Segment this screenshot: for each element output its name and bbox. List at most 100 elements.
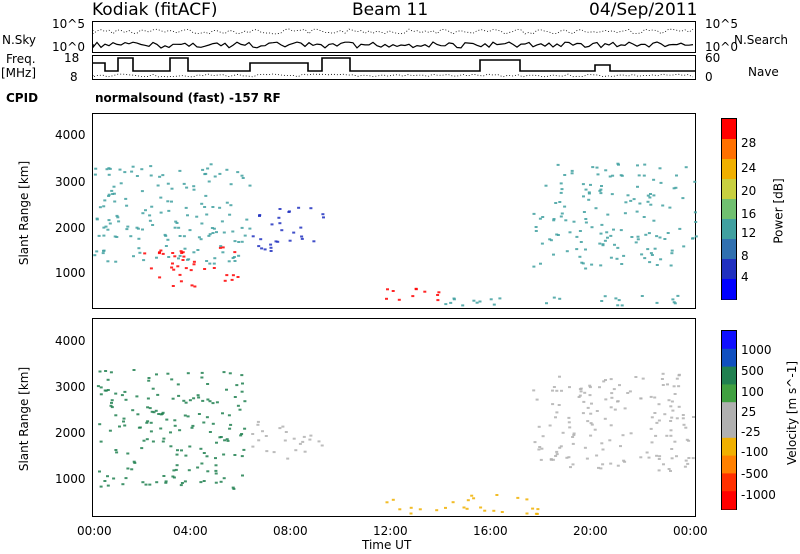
power-cell [280, 229, 284, 232]
velocity-cell [229, 423, 233, 426]
power-cell [437, 291, 441, 294]
velocity-cell [135, 395, 139, 398]
power-cell [269, 250, 273, 252]
velocity-cell [123, 390, 127, 393]
power-cell [158, 175, 162, 178]
velocity-cell [109, 404, 113, 407]
velocity-cell [142, 439, 146, 442]
vel-cbar-tick--25: -25 [741, 425, 761, 439]
velocity-cell [672, 385, 676, 388]
power-cell [149, 174, 153, 177]
power-cell [608, 175, 612, 178]
velocity-cell [639, 456, 643, 459]
power-cell [599, 188, 603, 191]
power-cell [671, 298, 675, 301]
velocity-cell [537, 425, 541, 428]
velocity-cell [264, 435, 268, 437]
velocity-cell [214, 481, 218, 484]
velocity-cell [240, 390, 244, 393]
velocity-cell [301, 440, 305, 443]
vel-ytick-1000: 1000 [55, 472, 86, 486]
power-cell [218, 246, 222, 249]
power-cell [610, 193, 614, 196]
velocity-cell [588, 394, 592, 397]
power-cell [620, 263, 624, 265]
nave-trace [92, 73, 694, 78]
power-cell [663, 238, 667, 240]
power-cell [385, 297, 388, 300]
velocity-cell [681, 417, 685, 420]
power-cell [104, 225, 108, 228]
velocity-cell [610, 396, 614, 399]
velocity-cell [243, 427, 247, 430]
power-cell [102, 205, 106, 208]
velocity-cell [241, 474, 244, 477]
power-cell [192, 260, 196, 263]
power-cell [192, 251, 196, 254]
freq-label-line2: [MHz] [1, 66, 37, 80]
power-cell [594, 207, 598, 210]
power-colorbar-swatch [722, 119, 736, 140]
power-cell [676, 294, 680, 297]
velocity-cell [639, 397, 643, 400]
power-cell [587, 191, 591, 194]
power-cell [278, 222, 282, 225]
velocity-cell [172, 476, 176, 479]
velocity-cell [159, 427, 163, 430]
power-cell [172, 268, 176, 271]
velocity-cell [214, 469, 218, 472]
x-axis-label: Time UT [362, 538, 412, 552]
velocity-cell [685, 438, 689, 441]
power-cell [675, 174, 678, 177]
velocity-cell [479, 506, 483, 509]
power-cell [170, 200, 173, 203]
velocity-cell [650, 416, 654, 419]
velocity-cell [398, 508, 402, 511]
power-cell [605, 231, 609, 234]
power-cell [142, 259, 146, 262]
velocity-cell [500, 511, 504, 513]
power-cell [552, 219, 556, 222]
velocity-cell [186, 372, 190, 375]
velocity-cell [634, 376, 638, 378]
velocity-cell [682, 423, 686, 426]
power-cell [218, 206, 222, 209]
power-cell [554, 202, 558, 204]
velocity-cell [554, 416, 557, 419]
velocity-cell [172, 469, 176, 472]
power-cell [299, 226, 303, 229]
power-cell [643, 257, 647, 260]
power-cell [218, 172, 222, 175]
power-cell [187, 258, 191, 261]
velocity-cell [132, 460, 136, 463]
power-cell [658, 236, 662, 239]
power-cell [123, 171, 127, 174]
velocity-cell [472, 497, 476, 500]
power-cell [397, 298, 401, 301]
power-cell [140, 168, 144, 171]
velocity-cell [192, 397, 196, 400]
velocity-cell [146, 397, 150, 400]
power-colorbar-swatch [722, 199, 736, 220]
velocity-cell [184, 401, 188, 404]
velocity-cell [658, 455, 662, 458]
power-cell [151, 224, 155, 226]
velocity-cell [222, 477, 226, 480]
power-cell [636, 235, 640, 238]
power-cell [647, 232, 651, 235]
power-cell [599, 192, 603, 195]
velocity-cell [669, 470, 672, 472]
power-cell [600, 185, 603, 187]
velocity-cell [171, 397, 175, 400]
power-cell [603, 295, 607, 298]
velocity-cell [578, 388, 582, 391]
velocity-cell [669, 434, 673, 437]
power-cell [159, 211, 163, 214]
power-cell [170, 187, 174, 190]
power-cell [144, 209, 147, 212]
power-cell [552, 253, 555, 256]
velocity-cell [677, 385, 681, 388]
velocity-cell [186, 415, 190, 418]
velocity-cell [183, 414, 187, 417]
power-cell [642, 174, 646, 177]
